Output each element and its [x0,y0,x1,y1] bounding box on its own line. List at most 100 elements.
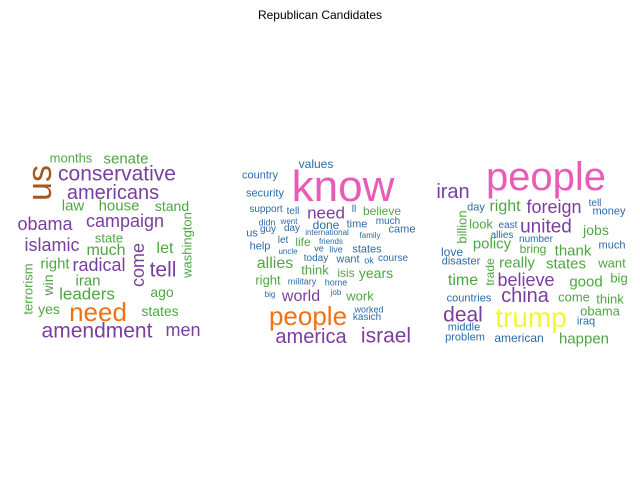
cloud-2-word: ok [364,255,374,266]
cloud-3-word: want [598,255,626,271]
cloud-2-word: life [295,235,311,249]
cloud-2-word: worked [354,304,384,315]
cloud-3-word: people [485,155,607,199]
cloud-3-word: billion [454,210,470,244]
cloud-3-word: policy [472,235,512,253]
cloud-1-word: senate [103,150,149,168]
cloud-1-word: islamic [24,235,80,255]
cloud-2-word: came [388,223,416,236]
cloud-3-word: time [447,272,479,289]
cloud-2-word: guy [259,224,277,235]
cloud-1-word: washington [179,212,195,278]
cloud-2-word: live [329,244,343,255]
cloud-2-word: course [377,253,409,264]
cloud-3-word: trump [495,302,567,333]
cloud-1-word: states [141,303,179,319]
cloud-1-word: conservative [58,162,176,186]
cloud-2-word: isis [337,266,355,280]
cloud-1-word: radical [72,255,126,275]
cloud-1-word: law [61,197,85,215]
cloud-2-word: let [277,235,289,246]
cloud-3-word: big [610,270,628,286]
cloud-1-word: months [49,150,93,166]
cloud-3-word: foreign [526,197,582,217]
cloud-1-word: let [156,240,174,257]
cloud-2-word: us [246,227,258,240]
cloud-3-word: thank [554,242,592,260]
cloud-1-word: stand [154,198,190,214]
cloud-3-word: problem [445,331,485,344]
cloud-3-word: believe [497,270,555,290]
cloud-2-word: tell [286,206,300,217]
cloud-3-word: united [520,216,572,238]
cloud-2-word: job [330,288,342,297]
cloud-2-word: security [246,187,284,200]
cloud-2-word: ll [351,204,357,215]
cloud-3-word: american [494,331,544,345]
cloud-3-word: bring [519,242,547,256]
cloud-3-word: think [596,291,624,307]
cloud-3-word: east [498,220,518,231]
cloud-2-word: friends [318,237,344,246]
cloud-3-word: deal [443,303,483,327]
cloud-2-word: done [312,218,340,232]
cloud-2-word: america [275,326,347,348]
cloud-3-word: money [592,205,626,218]
cloud-2-word: right [255,272,281,288]
cloud-2-word: allies [256,255,294,272]
cloud-3-word: look [469,216,493,232]
cloud-2-word: years [358,265,394,281]
cloud-1-word: yes [38,301,60,317]
cloud-3-word: really [499,254,535,272]
cloud-3-word: iran [436,181,470,203]
cloud-1-word: state [94,230,124,246]
cloud-3-word: come [558,289,590,305]
cloud-3-word: number [519,234,553,245]
cloud-2-word: family [359,231,381,240]
cloud-3-word: tell [588,198,602,209]
cloud-3-word: right [489,198,521,215]
cloud-2-word: think [301,262,329,278]
cloud-1-word: us [21,165,59,201]
cloud-2-word: went [280,217,298,226]
cloud-3-word: much [598,239,626,252]
cloud-1-word: campaign [85,211,165,231]
cloud-1-word: amendment [41,319,153,343]
cloud-2-word: believe [362,204,402,218]
cloud-2-word: people [268,301,348,331]
cloud-3-word: obama [580,303,620,319]
cloud-2-word: support [249,204,283,215]
cloud-2-word: big [264,290,276,299]
cloud-1-word: much [86,242,126,259]
cloud-2-word: home [324,277,348,288]
cloud-2-word: uncle [278,247,298,256]
cloud-2-word: didn [258,217,276,228]
cloud-2-word: country [241,169,279,182]
cloud-1-word: tell [149,258,177,282]
cloud-1-word: come [128,242,148,288]
cloud-2-word: need [307,203,345,223]
cloud-3-word: jobs [583,222,609,238]
cloud-3-word: love [440,245,464,259]
cloud-2-word: israel [360,324,412,348]
cloud-2-word: world [281,288,321,305]
cloud-2-word: much [375,216,401,227]
cloud-2-word: day [283,223,301,234]
cloud-2-word: know [291,162,395,211]
cloud-3-word: disaster [441,255,481,268]
cloud-2-word: states [352,243,382,256]
cloud-2-word: international [305,228,349,237]
cloud-3-word: trade [483,258,497,286]
cloud-1-word: men [165,320,201,340]
cloud-2-word: today [303,253,329,264]
cloud-1-word: need [69,297,127,327]
cloud-2-word: help [249,240,271,253]
cloud-2-word: want [336,253,360,266]
cloud-2-word: work [346,288,374,304]
cloud-3-word: day [467,201,485,214]
cloud-1-word: ago [150,284,174,300]
cloud-2-word: kasich [352,312,382,323]
cloud-1-word: leaders [59,284,115,304]
cloud-3-word: allies [490,230,514,241]
